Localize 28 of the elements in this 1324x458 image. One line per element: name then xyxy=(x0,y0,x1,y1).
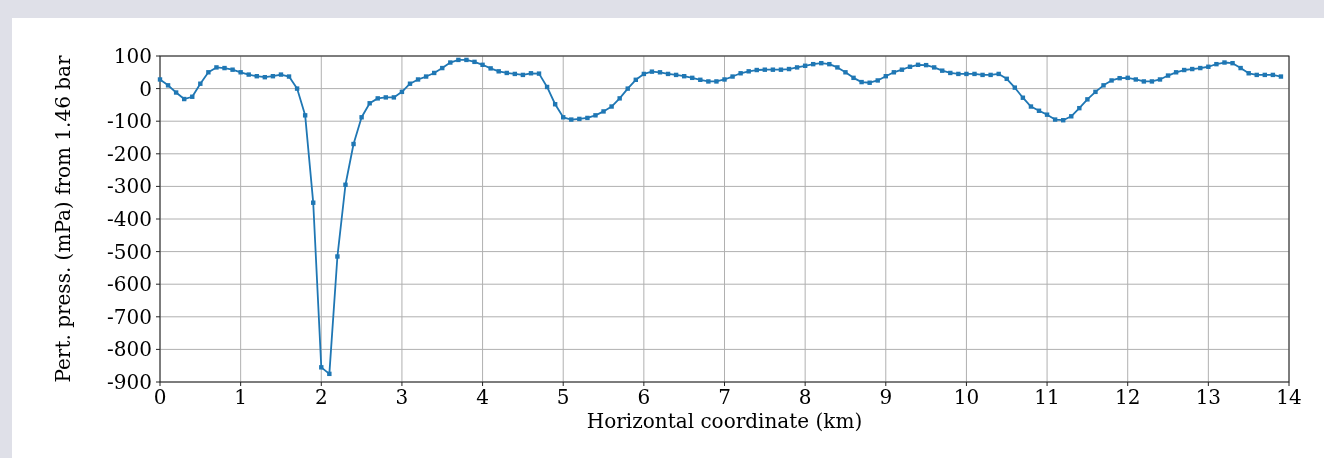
x-tick-label: 2 xyxy=(314,385,328,409)
x-tick-label: 7 xyxy=(718,385,731,409)
y-tick-label: -300 xyxy=(107,174,152,199)
x-axis-title: Horizontal coordinate (km) xyxy=(586,409,863,433)
y-axis-title: Pert. press. (mPa) from 1.46 bar xyxy=(51,55,75,383)
x-tick-label: 10 xyxy=(953,385,980,409)
x-tick-label: 0 xyxy=(153,385,167,409)
y-tick-label: -600 xyxy=(107,272,152,297)
x-tick-label: 12 xyxy=(1114,385,1141,409)
y-tick-label: -500 xyxy=(107,239,152,264)
x-tick-label: 13 xyxy=(1195,385,1222,409)
x-tick-label: 11 xyxy=(1034,385,1060,409)
y-tick-label: -800 xyxy=(107,337,152,362)
x-tick-label: 6 xyxy=(637,385,651,409)
y-tick-label: -400 xyxy=(107,207,152,231)
y-tick-label: -700 xyxy=(107,304,152,329)
x-tick-label: 9 xyxy=(879,385,893,409)
y-tick-label: 100 xyxy=(113,44,152,68)
x-tick-label: 4 xyxy=(476,385,489,409)
y-tick-label: -900 xyxy=(107,370,152,394)
x-tick-label: 3 xyxy=(395,385,409,409)
x-tick-label: 14 xyxy=(1276,385,1302,409)
y-tick-label: -200 xyxy=(107,141,152,166)
x-tick-label: 1 xyxy=(234,385,248,409)
x-tick-label: 5 xyxy=(556,385,570,409)
y-tick-label: -100 xyxy=(107,109,152,134)
y-tick-label: 0 xyxy=(139,76,152,101)
x-tick-label: 8 xyxy=(798,385,812,409)
